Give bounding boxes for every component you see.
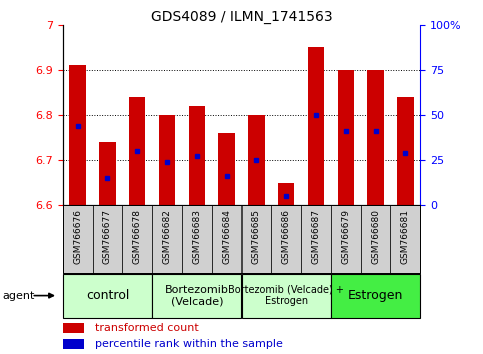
Bar bbox=[93, 205, 122, 273]
Bar bbox=[397, 97, 413, 205]
Bar bbox=[99, 142, 115, 205]
Text: GSM766684: GSM766684 bbox=[222, 209, 231, 264]
Text: GSM766686: GSM766686 bbox=[282, 209, 291, 264]
Bar bbox=[331, 274, 420, 318]
Text: GSM766680: GSM766680 bbox=[371, 209, 380, 264]
Text: GSM766679: GSM766679 bbox=[341, 209, 350, 264]
Title: GDS4089 / ILMN_1741563: GDS4089 / ILMN_1741563 bbox=[151, 10, 332, 24]
Text: GSM766677: GSM766677 bbox=[103, 209, 112, 264]
Text: control: control bbox=[86, 289, 129, 302]
Bar bbox=[159, 115, 175, 205]
Text: Bortezomib
(Velcade): Bortezomib (Velcade) bbox=[165, 285, 229, 307]
Bar bbox=[242, 205, 271, 273]
Text: GSM766683: GSM766683 bbox=[192, 209, 201, 264]
Bar bbox=[338, 70, 354, 205]
Bar bbox=[301, 205, 331, 273]
Bar bbox=[212, 205, 242, 273]
Bar bbox=[361, 205, 390, 273]
Text: GSM766676: GSM766676 bbox=[73, 209, 82, 264]
Bar bbox=[122, 205, 152, 273]
Bar bbox=[70, 65, 86, 205]
Bar bbox=[331, 205, 361, 273]
Bar bbox=[63, 339, 84, 349]
Bar bbox=[271, 205, 301, 273]
Bar bbox=[152, 274, 242, 318]
Text: transformed count: transformed count bbox=[95, 323, 199, 333]
Bar bbox=[63, 205, 93, 273]
Bar bbox=[390, 205, 420, 273]
Text: agent: agent bbox=[2, 291, 35, 301]
Bar bbox=[152, 205, 182, 273]
Text: percentile rank within the sample: percentile rank within the sample bbox=[95, 339, 283, 349]
Bar bbox=[248, 115, 265, 205]
Text: GSM766682: GSM766682 bbox=[163, 209, 171, 264]
Text: GSM766687: GSM766687 bbox=[312, 209, 320, 264]
Bar bbox=[278, 183, 294, 205]
Bar bbox=[368, 70, 384, 205]
Bar bbox=[308, 47, 324, 205]
Bar bbox=[189, 106, 205, 205]
Text: Bortezomib (Velcade) +
Estrogen: Bortezomib (Velcade) + Estrogen bbox=[228, 285, 344, 307]
Text: Estrogen: Estrogen bbox=[348, 289, 403, 302]
Bar bbox=[63, 324, 84, 333]
Bar bbox=[218, 133, 235, 205]
Bar bbox=[63, 274, 152, 318]
Bar bbox=[182, 205, 212, 273]
Text: GSM766681: GSM766681 bbox=[401, 209, 410, 264]
Bar bbox=[129, 97, 145, 205]
Text: GSM766685: GSM766685 bbox=[252, 209, 261, 264]
Text: GSM766678: GSM766678 bbox=[133, 209, 142, 264]
Bar bbox=[242, 274, 331, 318]
